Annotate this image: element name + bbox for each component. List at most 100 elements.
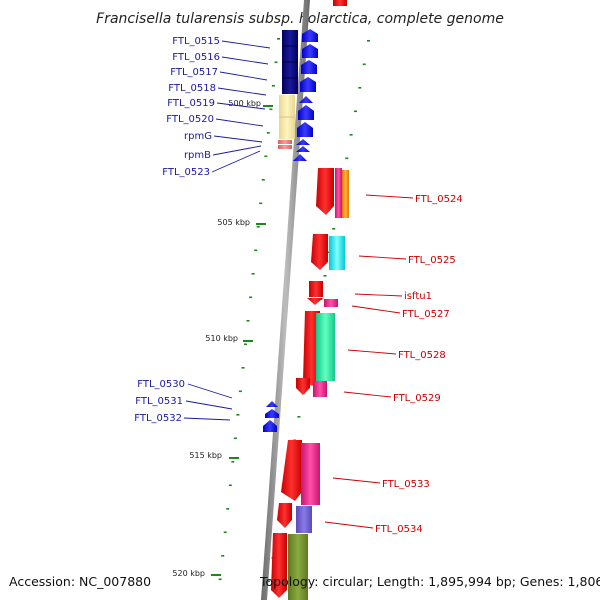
label-ftl0534[interactable]: FTL_0534 <box>375 524 423 535</box>
label-ftl0518[interactable]: FTL_0518 <box>168 83 216 94</box>
gene-rpmg-arrow[interactable] <box>296 139 310 145</box>
tick-label-520: 520 kbp <box>172 569 205 578</box>
gene-ftl0528-mint[interactable] <box>316 313 335 381</box>
gene-ftl0532[interactable] <box>263 420 277 432</box>
gene-ftl0529-red[interactable] <box>296 378 310 395</box>
tick-dot-right-10 <box>323 275 327 277</box>
accession-text: Accession: NC_007880 <box>9 574 151 589</box>
label-ftl0531[interactable]: FTL_0531 <box>135 396 183 407</box>
tick-dot-left-10 <box>251 273 255 275</box>
gene-ftl0520a-arrow[interactable] <box>298 105 314 120</box>
tick-dot-left-15 <box>238 390 242 393</box>
gene-partial-top[interactable] <box>333 0 347 6</box>
gene-ftl0525-cyan[interactable] <box>329 236 345 270</box>
gene-ftl0525-red[interactable] <box>311 234 328 270</box>
label-ftl0523[interactable]: FTL_0523 <box>162 167 210 178</box>
label-ftl0515[interactable]: FTL_0515 <box>172 36 220 47</box>
map-title: Francisella tularensis subsp. holarctica… <box>96 11 504 27</box>
tick-dot-left-22 <box>221 555 225 557</box>
gene-bottom-red[interactable] <box>271 533 287 598</box>
left-labels: FTL_0515 FTL_0516 FTL_0517 FTL_0518 FTL_… <box>134 36 220 424</box>
gene-ftl0524-orange[interactable] <box>342 170 349 218</box>
tick-label-515: 515 kbp <box>189 451 222 460</box>
gene-ftl0533-red[interactable] <box>281 440 302 501</box>
gene-ftl0530[interactable] <box>266 401 278 407</box>
gene-ftl0520b-arrow[interactable] <box>297 122 313 137</box>
tick-label-510: 510 kbp <box>205 334 238 343</box>
right-labels: FTL_0524 FTL_0525 isftu1 FTL_0527 FTL_05… <box>375 194 463 535</box>
gene-ftl0519-arrow[interactable] <box>299 96 313 103</box>
tick-dot-left-3 <box>269 108 273 111</box>
label-ftl0530[interactable]: FTL_0530 <box>137 379 185 390</box>
reverse-strand-genes <box>271 0 349 600</box>
tick-dot-left-4 <box>266 132 270 134</box>
gene-ftl0515-arrow[interactable] <box>302 29 318 42</box>
label-ftl0517[interactable]: FTL_0517 <box>170 67 218 78</box>
tick-dot-left-13 <box>244 343 247 346</box>
tick-dot-left-20 <box>226 508 230 510</box>
left-label-leaders <box>183 40 271 421</box>
gene-rpmb-arrow[interactable] <box>296 146 310 152</box>
gene-ftl0524-red[interactable] <box>316 168 334 215</box>
label-ftl0525[interactable]: FTL_0525 <box>408 255 456 266</box>
tick-dot-right-3 <box>354 110 357 113</box>
tick-dot-left-18 <box>231 461 235 463</box>
label-ftl0528[interactable]: FTL_0528 <box>398 350 446 361</box>
label-ftl0520[interactable]: FTL_0520 <box>166 114 214 125</box>
tick-dot-left-7 <box>259 202 263 205</box>
tick-label-500: 500 kbp <box>228 99 261 108</box>
tick-dot-right-1 <box>362 63 366 66</box>
tick-dot-left-14 <box>241 367 245 369</box>
tick-dot-left-0 <box>277 38 280 40</box>
gene-ftl0527[interactable] <box>324 299 338 307</box>
tick-dot-right-8 <box>332 228 336 230</box>
tick-dot-left-23 <box>218 578 222 581</box>
gene-ftl0534-red[interactable] <box>277 503 292 528</box>
gene-bottom-olive[interactable] <box>288 534 308 600</box>
gene-ftl0528-red[interactable] <box>303 311 320 386</box>
gene-ftl0529-pink[interactable] <box>313 381 327 397</box>
gene-ftl0516-arrow[interactable] <box>302 44 318 58</box>
gene-rpmb[interactable] <box>278 145 292 149</box>
tick-dot-left-11 <box>249 296 253 299</box>
label-ftl0524[interactable]: FTL_0524 <box>415 194 463 205</box>
label-ftl0533[interactable]: FTL_0533 <box>382 479 430 490</box>
tick-dot-left-8 <box>256 226 260 228</box>
tick-dot-left-21 <box>223 531 227 534</box>
forward-strand-genes <box>263 29 318 432</box>
gene-ftl0533-pink[interactable] <box>301 443 320 505</box>
tick-dot-left-19 <box>228 484 232 487</box>
tick-dot-left-12 <box>246 320 250 322</box>
label-ftl0519[interactable]: FTL_0519 <box>167 98 215 109</box>
gene-isftu1-arrow[interactable] <box>307 298 323 305</box>
gene-ftl0517-arrow[interactable] <box>301 60 317 74</box>
gene-ftl0534-purple[interactable] <box>296 506 312 533</box>
tick-dot-left-1 <box>274 61 278 64</box>
tick-dot-right-16 <box>297 416 301 418</box>
topology-text: Topology: circular; Length: 1,895,994 bp… <box>259 574 600 589</box>
tick-dot-right-4 <box>349 134 353 136</box>
gene-rpmg[interactable] <box>278 140 292 144</box>
tick-dot-right-23 <box>267 580 270 583</box>
tick-label-505: 505 kbp <box>217 218 250 227</box>
gene-ftl0524-pink[interactable] <box>335 168 342 218</box>
label-ftl0527[interactable]: FTL_0527 <box>402 309 450 320</box>
label-isftu1[interactable]: isftu1 <box>404 291 432 302</box>
tick-dot-left-5 <box>264 155 268 158</box>
gene-isftu1[interactable] <box>309 281 323 297</box>
tick-dot-left-6 <box>261 179 265 181</box>
label-rpmb[interactable]: rpmB <box>184 150 211 161</box>
tick-dot-left-16 <box>236 414 240 416</box>
gene-ftl0523-arrow[interactable] <box>293 154 307 161</box>
tick-dot-right-2 <box>358 87 362 89</box>
label-rpmg[interactable]: rpmG <box>184 131 212 142</box>
label-ftl0529[interactable]: FTL_0529 <box>393 393 441 404</box>
label-ftl0516[interactable]: FTL_0516 <box>172 52 220 63</box>
tick-dot-left-9 <box>254 249 258 252</box>
tick-dot-left-2 <box>271 85 275 87</box>
gene-ftl0531[interactable] <box>265 409 279 418</box>
tick-dot-right-5 <box>345 157 349 160</box>
right-label-leaders <box>324 194 414 529</box>
label-ftl0532[interactable]: FTL_0532 <box>134 413 182 424</box>
gene-ftl0518-arrow[interactable] <box>300 77 316 92</box>
